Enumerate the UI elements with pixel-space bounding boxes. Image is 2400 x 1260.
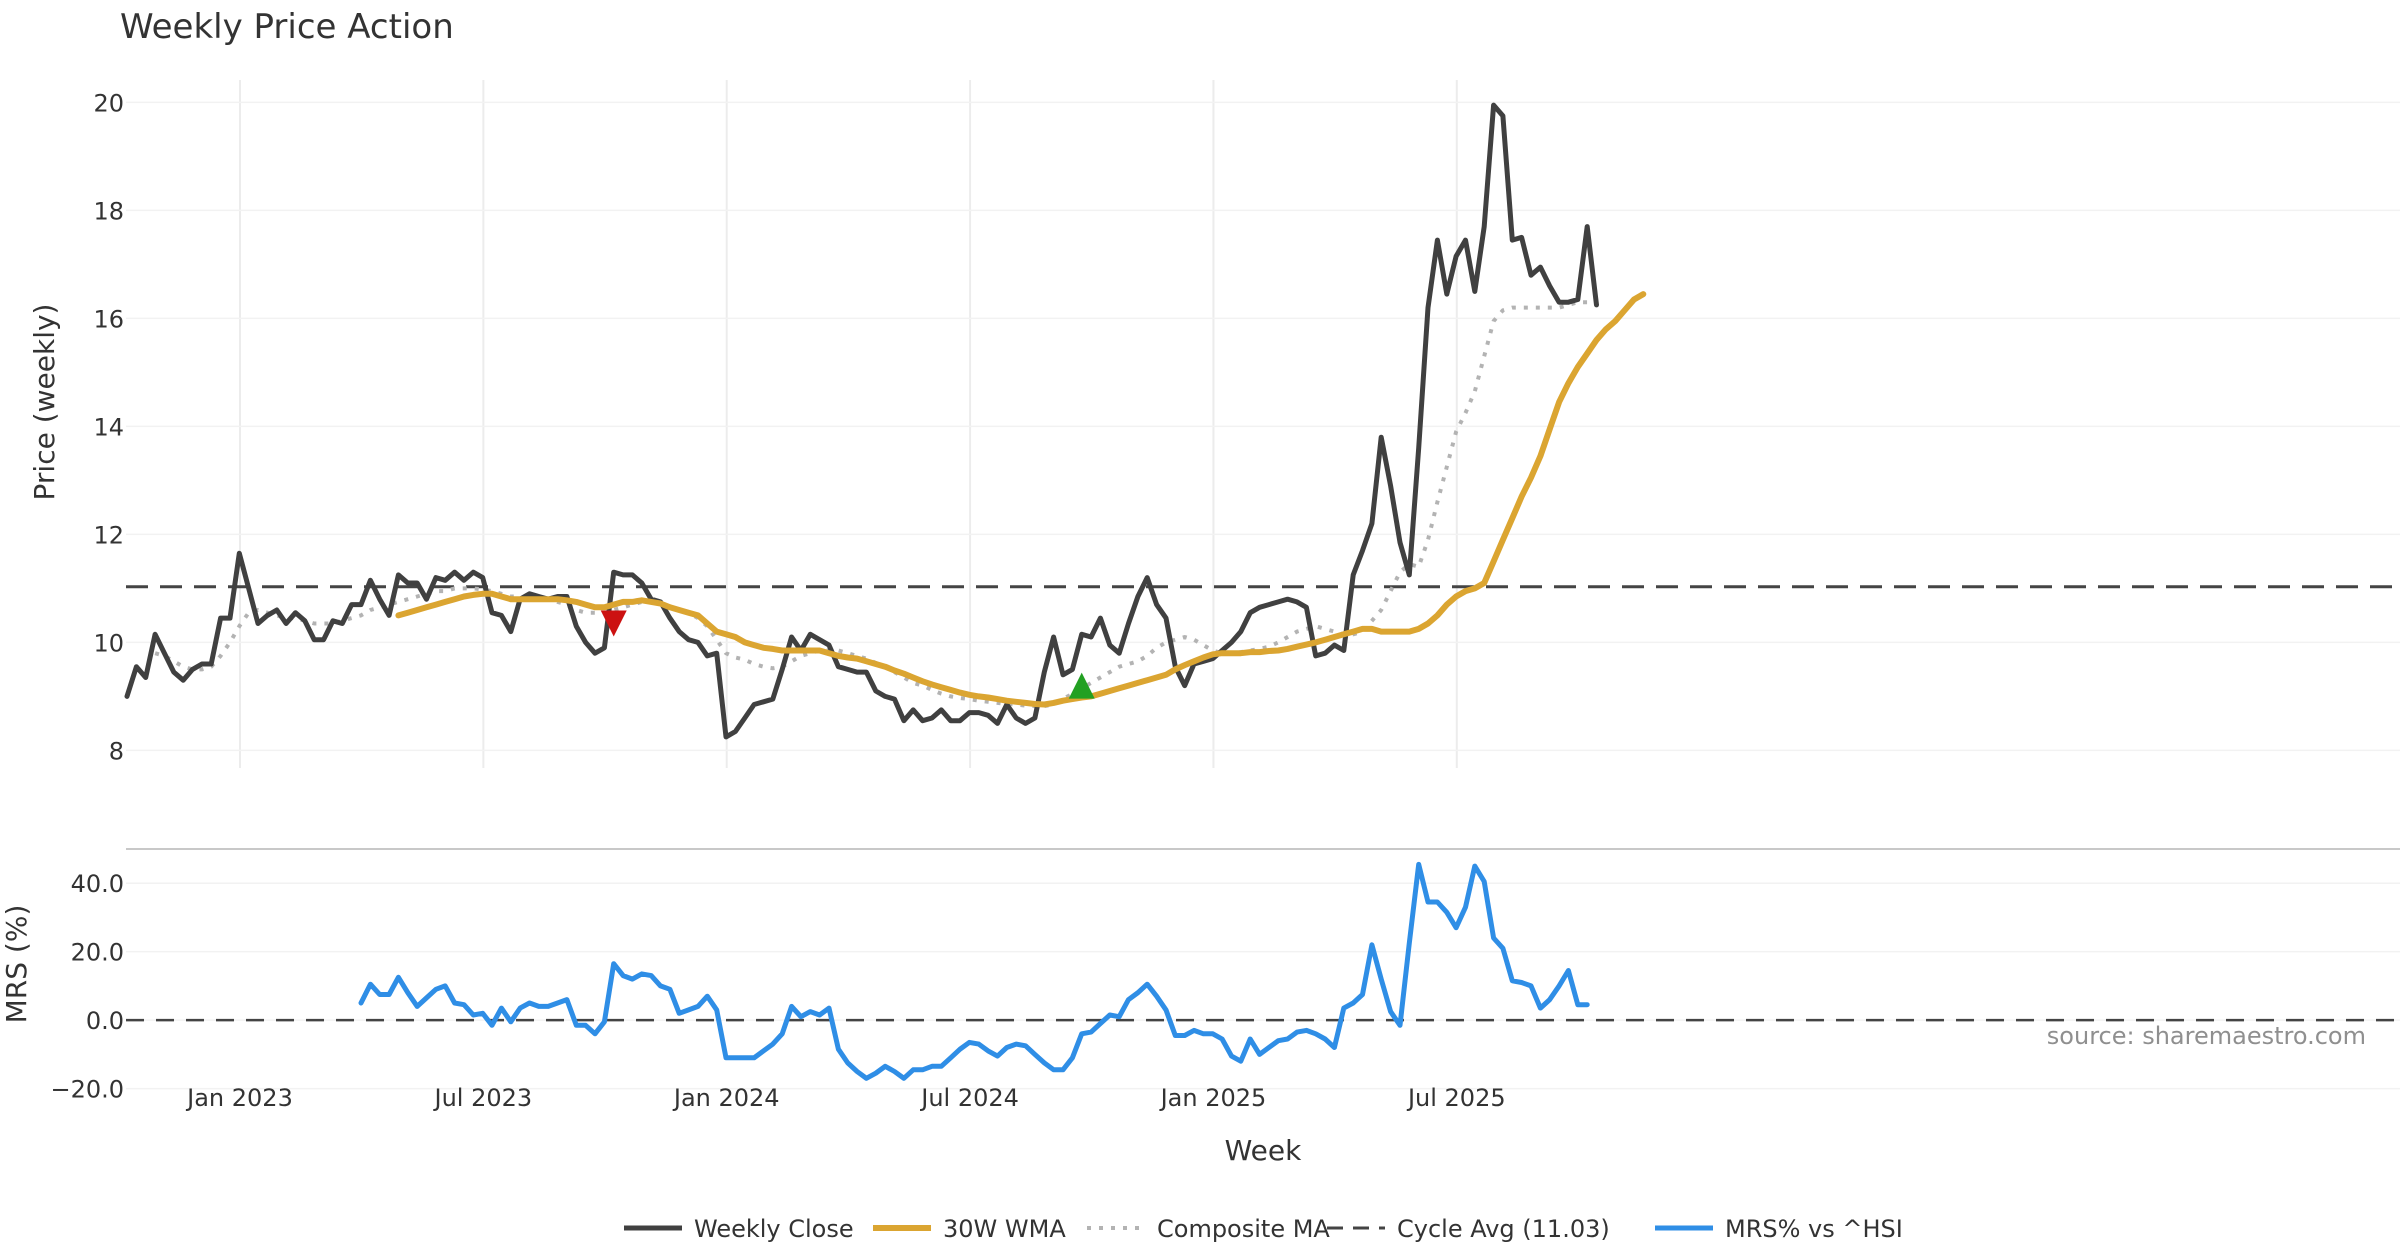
x-axis-label: Week [1225, 1134, 1302, 1167]
price-y-tick-label: 16 [93, 305, 124, 333]
sell-signal-marker [600, 610, 627, 637]
series-weekly-close [124, 102, 1599, 740]
price-y-tick-label: 8 [109, 737, 124, 765]
x-tick-label: Jul 2024 [919, 1084, 1019, 1112]
price-y-tick-label: 10 [93, 629, 124, 657]
price-y-tick-label: 14 [93, 413, 124, 441]
price-y-ticks: 8 10 12 14 16 18 20 [93, 89, 124, 765]
legend-label: Weekly Close [694, 1215, 854, 1243]
legend-label: MRS% vs ^HSI [1725, 1215, 1903, 1243]
mrs-y-ticks: 40.0 20.0 0.0 −20.0 [50, 870, 124, 1103]
source-note: source: sharemaestro.com [2047, 1022, 2366, 1050]
signal-markers [600, 610, 1095, 699]
x-tick-label: Jan 2023 [185, 1084, 293, 1112]
series-mrs-vs-hsi [358, 861, 1590, 1081]
price-y-tick-label: 12 [93, 521, 124, 549]
legend: Weekly Close 30W WMA Composite MA Cycle Avg… [624, 1215, 1903, 1243]
x-ticks: Jan 2023 Jul 2023 Jan 2024 Jul 2024 Jan 2025… [185, 1084, 1505, 1112]
price-gridlines [126, 80, 2400, 768]
x-tick-label: Jan 2024 [672, 1084, 780, 1112]
price-y-tick-label: 20 [93, 89, 124, 117]
buy-signal-marker [1068, 672, 1095, 699]
mrs-gridlines [126, 882, 2400, 1090]
x-tick-label: Jul 2025 [1406, 1084, 1506, 1112]
x-tick-label: Jul 2023 [433, 1084, 533, 1112]
price-y-tick-label: 18 [93, 197, 124, 225]
mrs-y-tick-label: 40.0 [71, 870, 124, 898]
mrs-y-tick-label: 0.0 [86, 1007, 124, 1035]
price-y-axis-label: Price (weekly) [28, 304, 61, 501]
legend-label: 30W WMA [943, 1215, 1066, 1243]
mrs-y-axis-label: MRS (%) [0, 905, 33, 1024]
legend-label: Composite MA [1157, 1215, 1330, 1243]
mrs-series-group [126, 861, 2400, 1081]
x-tick-label: Jan 2025 [1159, 1084, 1267, 1112]
chart-title: Weekly Price Action [120, 7, 454, 47]
mrs-y-tick-label: 20.0 [71, 939, 124, 967]
series-30w-wma [395, 291, 1647, 708]
mrs-y-tick-label: −20.0 [50, 1076, 124, 1104]
legend-label: Cycle Avg (11.03) [1397, 1215, 1610, 1243]
price-series-group [124, 102, 2400, 740]
